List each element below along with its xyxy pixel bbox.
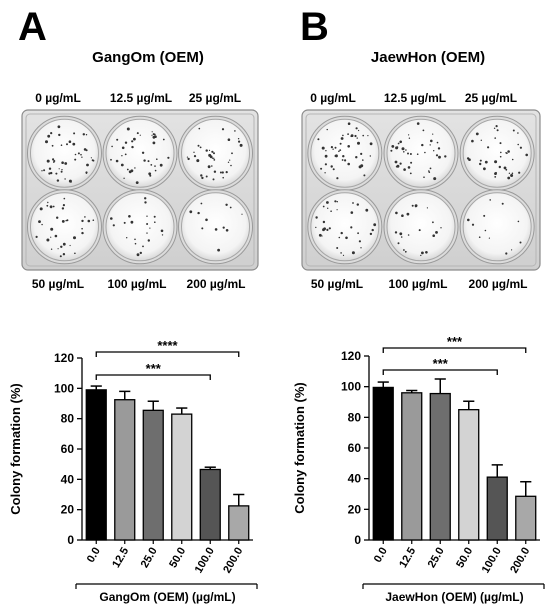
plate-a-label-50: 50 µg/mL bbox=[32, 277, 84, 291]
significance-bracket bbox=[382, 369, 498, 375]
bar bbox=[171, 413, 193, 541]
significance-bracket bbox=[382, 347, 527, 353]
x-tick-label: 50.0 bbox=[167, 546, 188, 571]
bar bbox=[228, 505, 250, 541]
bar bbox=[142, 409, 164, 541]
plate-a-label-25: 25 µg/mL bbox=[189, 91, 241, 105]
y-axis-label: Colony formation (%) bbox=[292, 382, 307, 513]
x-tick-label: 25.0 bbox=[426, 546, 447, 571]
bar bbox=[372, 386, 394, 541]
y-tick-label: 100 bbox=[54, 381, 74, 395]
x-tick-label: 100.0 bbox=[480, 546, 504, 576]
plate-b-label-25: 25 µg/mL bbox=[465, 91, 517, 105]
culture-plate-a bbox=[21, 109, 259, 271]
significance-label: *** bbox=[433, 356, 449, 371]
x-tick-label: 200.0 bbox=[508, 546, 532, 576]
panel-b-letter: B bbox=[300, 5, 329, 49]
x-tick-label: 0.0 bbox=[85, 546, 103, 565]
y-tick-label: 60 bbox=[61, 442, 75, 456]
bar bbox=[458, 409, 480, 541]
y-tick-label: 60 bbox=[348, 441, 362, 455]
y-tick-label: 80 bbox=[61, 412, 75, 426]
x-tick-label: 100.0 bbox=[193, 546, 217, 576]
significance-bracket bbox=[95, 351, 240, 357]
x-tick-label: 12.5 bbox=[110, 546, 131, 571]
bar bbox=[429, 392, 451, 541]
bar bbox=[401, 392, 423, 541]
x-axis-label: GangOm (OEM) (µg/mL) bbox=[99, 590, 235, 604]
significance-label: **** bbox=[157, 338, 178, 353]
y-tick-label: 120 bbox=[54, 351, 74, 365]
x-tick-label: 12.5 bbox=[397, 546, 418, 571]
panel-a-title: GangOm (OEM) bbox=[92, 49, 204, 66]
plate-b-label-0: 0 µg/mL bbox=[310, 91, 356, 105]
y-tick-label: 0 bbox=[67, 533, 74, 547]
y-tick-label: 40 bbox=[348, 472, 362, 486]
bar-chart-a: 0 20 40 60 80 100 120 Colony formation (%) 0.0 12… bbox=[8, 338, 258, 604]
bar bbox=[486, 476, 508, 541]
plate-a-label-0: 0 µg/mL bbox=[35, 91, 81, 105]
plate-b-label-200: 200 µg/mL bbox=[469, 277, 528, 291]
y-tick-label: 40 bbox=[61, 472, 75, 486]
x-axis-label: JaewHon (OEM) (µg/mL) bbox=[385, 590, 523, 604]
bar bbox=[85, 389, 107, 541]
plate-b-label-100: 100 µg/mL bbox=[389, 277, 448, 291]
bar bbox=[515, 495, 537, 541]
significance-label: *** bbox=[146, 361, 162, 376]
bar-chart-b: 0 20 40 60 80 100 120 Colony formation (%) 0.0 12… bbox=[292, 334, 545, 604]
y-tick-label: 120 bbox=[341, 349, 361, 363]
panel-a-letter: A bbox=[18, 5, 47, 49]
y-tick-label: 0 bbox=[354, 533, 361, 547]
culture-plate-b bbox=[301, 109, 541, 271]
x-tick-label: 25.0 bbox=[139, 546, 160, 571]
y-axis-label: Colony formation (%) bbox=[8, 383, 23, 514]
y-tick-label: 80 bbox=[348, 410, 362, 424]
plate-a-label-200: 200 µg/mL bbox=[187, 277, 246, 291]
x-tick-label: 50.0 bbox=[454, 546, 475, 571]
plate-a-label-12-5: 12.5 µg/mL bbox=[110, 91, 172, 105]
plate-b-label-12-5: 12.5 µg/mL bbox=[384, 91, 446, 105]
y-tick-label: 100 bbox=[341, 380, 361, 394]
x-tick-label: 0.0 bbox=[372, 546, 390, 565]
y-tick-label: 20 bbox=[348, 502, 362, 516]
significance-label: *** bbox=[447, 334, 463, 349]
x-tick-label: 200.0 bbox=[221, 546, 245, 576]
y-tick-label: 20 bbox=[61, 503, 75, 517]
plate-b-label-50: 50 µg/mL bbox=[311, 277, 363, 291]
panel-b-title: JaewHon (OEM) bbox=[371, 49, 485, 66]
bar bbox=[199, 468, 221, 541]
bar bbox=[114, 399, 136, 541]
significance-bracket bbox=[95, 374, 211, 380]
plate-a-label-100: 100 µg/mL bbox=[108, 277, 167, 291]
